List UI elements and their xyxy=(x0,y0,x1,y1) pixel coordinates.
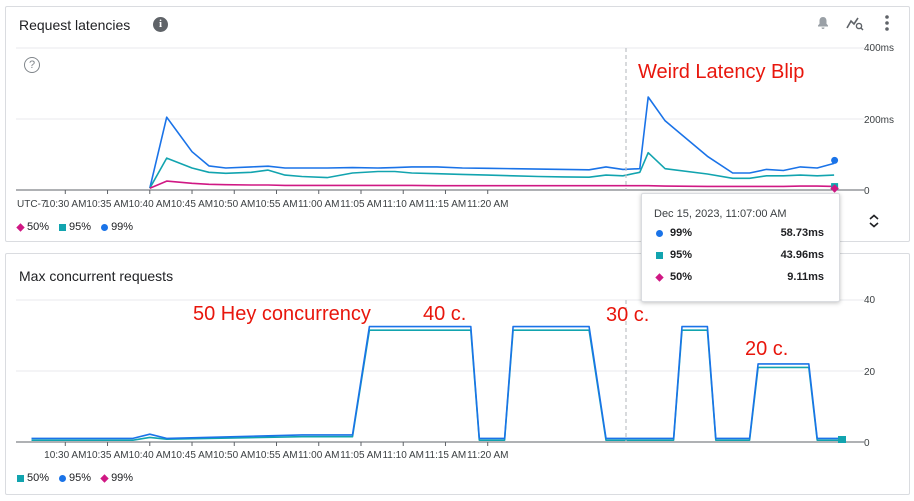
concurrency-legend: 50% 95% 99% xyxy=(17,472,133,484)
circle-marker-icon xyxy=(656,230,663,237)
x-tick-label: 10:35 AM xyxy=(86,199,128,210)
square-marker-icon xyxy=(59,223,67,231)
legend-item-95[interactable]: 95% xyxy=(59,472,91,484)
y-tick-label: 0 xyxy=(864,438,870,449)
annotation-50-concurrency: 50 Hey concurrency xyxy=(193,303,371,325)
legend-item-50[interactable]: 50% xyxy=(16,221,50,233)
series-line-95 xyxy=(149,151,835,189)
x-tick-label: 10:45 AM xyxy=(171,199,213,210)
legend-label: 99% xyxy=(111,472,134,484)
x-tick-label: 10:50 AM xyxy=(213,450,255,461)
tooltip-series-name: 99% xyxy=(670,227,693,239)
y-tick-label: 20 xyxy=(864,367,876,378)
x-tick-label: 11:00 AM xyxy=(298,199,340,210)
legend-item-99[interactable]: 99% xyxy=(101,221,133,233)
annotation-latency-blip: Weird Latency Blip xyxy=(638,61,805,83)
x-tick-label: 10:30 AM xyxy=(44,450,86,461)
legend-label: 95% xyxy=(69,472,92,484)
x-tick-label: 10:45 AM xyxy=(171,450,213,461)
series-line-50 xyxy=(149,180,835,189)
x-tick-label: 10:50 AM xyxy=(213,199,255,210)
x-tick-label: 11:10 AM xyxy=(382,199,424,210)
circle-marker-icon xyxy=(59,474,67,482)
tooltip-date: Dec 15, 2023, 11:07:00 AM xyxy=(654,208,787,220)
info-icon[interactable]: i xyxy=(153,17,168,32)
x-tick-label: 10:55 AM xyxy=(255,450,297,461)
legend-label: 50% xyxy=(27,472,50,484)
y-tick-label: 400ms xyxy=(864,43,894,54)
more-vert-icon[interactable] xyxy=(884,14,890,36)
x-tick-label: 10:40 AM xyxy=(129,450,171,461)
y-tick-label: 0 xyxy=(864,186,870,197)
legend-label: 99% xyxy=(111,221,134,233)
x-tick-label: 10:40 AM xyxy=(129,199,171,210)
diamond-marker-icon xyxy=(655,273,664,282)
x-tick-label: 11:05 AM xyxy=(340,199,382,210)
annotation-20-concurrency: 20 c. xyxy=(745,338,789,360)
x-tick-label: 11:20 AM xyxy=(467,199,509,210)
circle-marker-icon xyxy=(101,223,109,231)
tooltip-row-95: 95% 43.96ms xyxy=(654,249,824,263)
y-tick-label: 40 xyxy=(864,295,876,306)
query-explore-icon[interactable] xyxy=(846,15,864,35)
max-concurrent-title: Max concurrent requests xyxy=(19,268,174,284)
tooltip-series-name: 95% xyxy=(670,249,693,261)
x-tick-label: 11:20 AM xyxy=(467,450,509,461)
x-tick-label: 11:00 AM xyxy=(298,450,340,461)
x-tick-label: 11:15 AM xyxy=(425,199,467,210)
x-tick-label: 10:55 AM xyxy=(255,199,297,210)
series-line-95 xyxy=(31,325,843,440)
bell-add-icon[interactable] xyxy=(815,15,831,35)
x-tick-label: 10:30 AM xyxy=(44,199,86,210)
tooltip-row-50: 50% 9.11ms xyxy=(654,271,824,285)
square-marker-icon xyxy=(17,474,24,482)
latency-legend: 50% 95% 99% xyxy=(16,221,133,233)
annotation-40-concurrency: 40 c. xyxy=(423,303,467,325)
help-icon[interactable]: ? xyxy=(24,57,40,73)
request-latencies-card: Request latencies i ? 50% 95% 99% xyxy=(5,6,910,242)
latency-chart[interactable]: 400ms 200ms 0 10:30 AM 10:35 AM 10:40 AM 10:45… xyxy=(16,43,894,210)
y-tick-label: 200ms xyxy=(864,115,894,126)
series-end-marker-50 xyxy=(838,436,846,443)
series-line-99 xyxy=(149,96,835,189)
legend-item-95[interactable]: 95% xyxy=(59,221,91,233)
square-marker-icon xyxy=(656,252,663,259)
tooltip-series-value: 43.96ms xyxy=(780,249,824,261)
timezone-label: UTC-7 xyxy=(17,199,47,210)
x-tick-label: 11:05 AM xyxy=(340,450,382,461)
chevron-expand-icon[interactable] xyxy=(868,214,880,231)
tooltip-series-value: 9.11ms xyxy=(787,271,824,283)
series-end-marker-99 xyxy=(831,156,839,164)
legend-label: 50% xyxy=(27,221,50,233)
tooltip-row-99: 99% 58.73ms xyxy=(654,227,824,241)
hover-tooltip: Dec 15, 2023, 11:07:00 AM 99% 58.73ms 95… xyxy=(641,193,840,302)
x-tick-label: 10:35 AM xyxy=(86,450,128,461)
request-latencies-title: Request latencies xyxy=(19,17,131,33)
annotation-30-concurrency: 30 c. xyxy=(606,304,650,326)
legend-item-99[interactable]: 99% xyxy=(100,472,134,484)
x-tick-label: 11:10 AM xyxy=(382,450,424,461)
tooltip-series-name: 50% xyxy=(670,271,693,283)
x-tick-label: 11:15 AM xyxy=(425,450,467,461)
tooltip-series-value: 58.73ms xyxy=(780,227,824,239)
series-line-50 xyxy=(31,329,843,442)
legend-label: 95% xyxy=(69,221,92,233)
legend-item-50[interactable]: 50% xyxy=(17,472,49,484)
